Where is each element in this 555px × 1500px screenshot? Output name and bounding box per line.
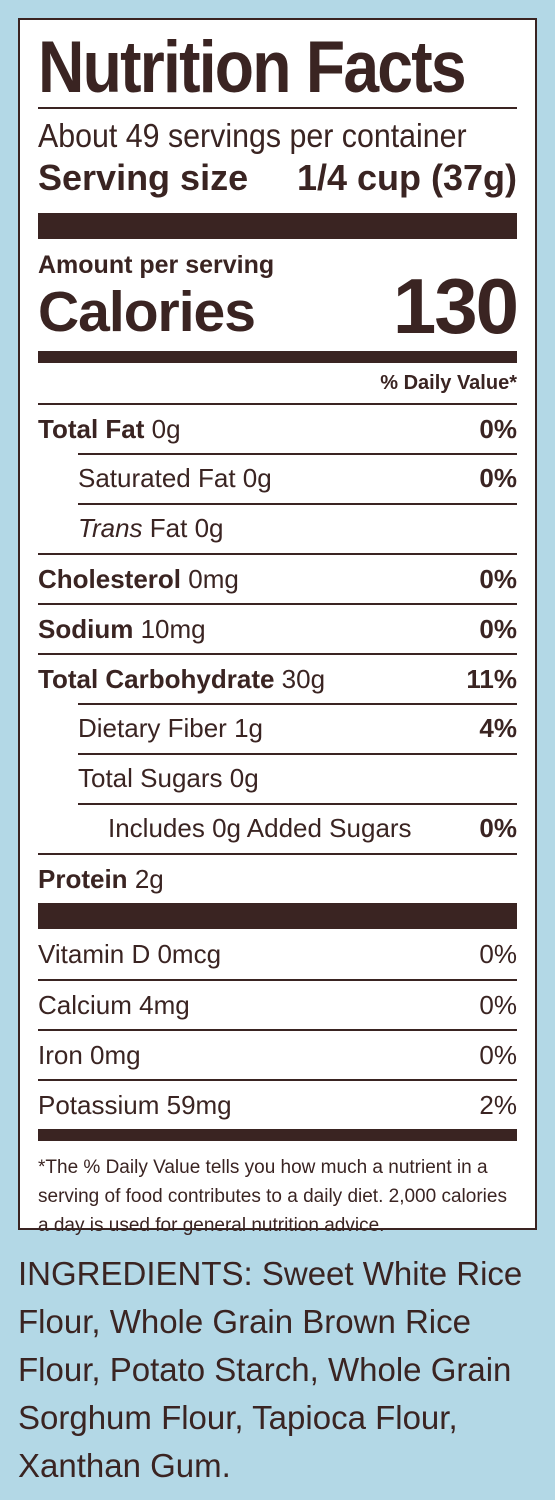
calories-label: Calories <box>38 280 256 344</box>
nutrient-name: Includes 0g Added Sugars <box>108 812 412 843</box>
nutrient-name: Fat <box>149 512 188 543</box>
nutrient-name: Cholesterol <box>38 563 182 594</box>
nutrient-name: Total Fat <box>38 413 145 444</box>
vitamin-dv: 0% <box>479 989 517 1020</box>
nutrient-row-saturated-fat: Saturated Fat 0g 0% <box>38 453 517 503</box>
nutrient-row-total-fat: Total Fat 0g 0% <box>38 403 517 453</box>
vitamins-section: Vitamin D 0mcg 0% Calcium 4mg 0% Iron 0m… <box>38 929 517 1129</box>
nutrient-dv: 0% <box>479 563 517 594</box>
ingredients-text: INGREDIENTS: Sweet White Rice Flour, Who… <box>18 1255 523 1484</box>
vitamin-row-iron: Iron 0mg 0% <box>38 1029 517 1079</box>
nutrient-amount: 30g <box>281 663 326 694</box>
nutrient-row-total-sugars: Total Sugars 0g <box>38 753 517 803</box>
nutrient-amount: 10mg <box>140 613 206 644</box>
footnote: *The % Daily Value tells you how much a … <box>38 1157 507 1236</box>
nutrient-dv: 4% <box>479 712 517 743</box>
nutrient-name: Total Sugars <box>78 762 223 793</box>
nutrient-amount: 1g <box>234 712 263 743</box>
serving-size-value: 1/4 cup (37g) <box>296 157 517 198</box>
medium-divider <box>38 351 517 363</box>
nutrient-dv: 0% <box>479 613 517 644</box>
nutrient-row-protein: Protein 2g <box>38 853 517 903</box>
servings-per-container: About 49 servings per container <box>38 117 467 154</box>
calories-value: 130 <box>392 262 519 350</box>
vitamin-name: Vitamin D 0mcg <box>38 938 222 969</box>
vitamin-row-vitamin-d: Vitamin D 0mcg 0% <box>38 929 517 979</box>
nutrient-name-italic: Trans <box>78 512 143 543</box>
nutrient-amount: 2g <box>134 863 164 894</box>
nutrient-row-sodium: Sodium 10mg 0% <box>38 603 517 653</box>
medium-divider <box>38 1129 517 1141</box>
nutrient-amount: 0g <box>242 462 272 493</box>
nutrient-amount: 0mg <box>188 563 239 594</box>
vitamin-dv: 0% <box>479 938 517 969</box>
vitamin-name: Iron 0mg <box>38 1039 141 1070</box>
nutrient-amount: 0g <box>229 762 259 793</box>
nutrient-name: Total Carbohydrate <box>38 663 275 694</box>
nutrient-row-added-sugars: Includes 0g Added Sugars 0% <box>38 803 517 853</box>
nutrient-amount: 0g <box>151 413 181 444</box>
calories-row: Calories 130 <box>38 267 519 345</box>
thick-divider <box>38 903 517 929</box>
vitamin-row-calcium: Calcium 4mg 0% <box>38 979 517 1029</box>
amount-per-serving: Amount per serving <box>38 251 275 279</box>
nutrient-dv: 11% <box>466 663 517 694</box>
vitamin-row-potassium: Potassium 59mg 2% <box>38 1079 517 1129</box>
nutrient-amount: 0g <box>194 512 224 543</box>
serving-size-row: Serving size 1/4 cup (37g) <box>38 157 517 199</box>
nutrient-name: Sodium <box>38 613 134 644</box>
serving-size-label: Serving size <box>38 157 249 198</box>
nutrition-facts-label: Nutrition Facts About 49 servings per co… <box>18 18 537 1236</box>
nutrient-row-trans-fat: Trans Fat 0g <box>38 503 517 553</box>
label-title: Nutrition Facts <box>38 27 467 108</box>
nutrient-dv: 0% <box>479 413 517 444</box>
nutrient-name: Dietary Fiber <box>78 712 227 743</box>
vitamin-dv: 2% <box>479 1089 517 1120</box>
nutrient-row-cholesterol: Cholesterol 0mg 0% <box>38 553 517 603</box>
vitamin-name: Calcium 4mg <box>38 989 190 1020</box>
thick-divider <box>38 213 517 239</box>
nutrient-dv: 0% <box>479 462 517 493</box>
vitamin-dv: 0% <box>479 1039 517 1070</box>
nutrient-name: Protein <box>38 863 128 894</box>
daily-value-header: % Daily Value* <box>380 372 517 394</box>
nutrient-row-total-carbohydrate: Total Carbohydrate 30g 11% <box>38 653 517 703</box>
nutrient-row-dietary-fiber: Dietary Fiber 1g 4% <box>38 703 517 753</box>
divider <box>38 107 517 109</box>
vitamin-name: Potassium 59mg <box>38 1089 232 1120</box>
nutrient-name: Saturated Fat <box>78 462 236 493</box>
nutrient-dv: 0% <box>479 812 517 843</box>
